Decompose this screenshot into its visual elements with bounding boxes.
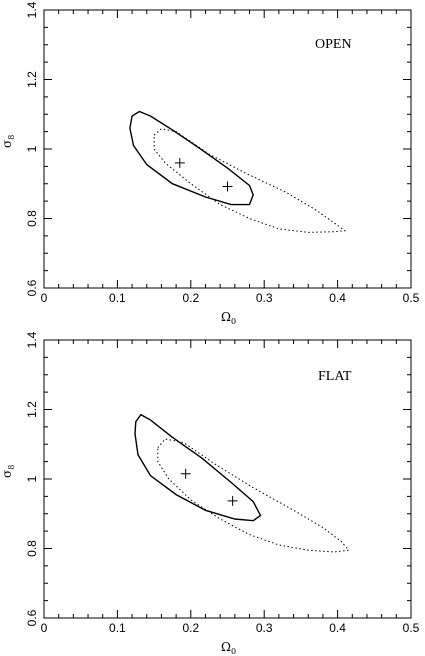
chart-panel-flat: FLAT σ8 Ω0 0 0.1 0.2 0.3 0.4 0.50.60.811.21.4 [0,331,420,656]
y-tick-label: 1.4 [25,1,39,18]
chart-panel-open: OPEN σ8 Ω0 0 0.1 0.2 0.3 0.4 0.50.60.811.21.4 [0,1,420,326]
x-tick-label: 0.4 [329,291,346,305]
best-fit-marker [174,157,185,168]
x-axis-label-symbol: Ω [221,310,231,324]
y-tick-label: 1.2 [25,401,39,418]
y-axis-label-subscript: 8 [7,465,16,470]
y-axis-label-symbol: σ [0,470,14,478]
x-tick-label: 0 [41,291,48,305]
y-axis-label: σ8 [0,465,16,478]
y-tick-label: 1 [25,475,39,482]
best-fit-marker [180,468,191,479]
y-axis-label-symbol: σ [0,140,14,148]
panel-annotation: FLAT [318,369,352,384]
x-tick-label: 0.3 [256,291,273,305]
y-axis-label-subscript: 8 [7,135,16,140]
y-tick-label: 0.8 [25,210,39,227]
plot-frame [43,9,412,289]
x-tick-label: 0.3 [256,621,273,635]
panel-annotation: OPEN [315,37,352,52]
x-axis-label: Ω0 [221,640,236,656]
contour-solid [134,413,262,522]
y-tick-label: 1 [25,145,39,152]
x-axis-label: Ω0 [221,310,236,326]
y-tick-label: 1.4 [25,331,39,348]
y-tick-label: 0.6 [25,279,39,296]
best-fit-marker [222,181,233,192]
x-tick-label: 0.5 [403,621,420,635]
x-tick-label: 0.2 [182,291,199,305]
contour-solid [129,110,254,206]
contour-dotted [157,438,350,553]
y-axis-label: σ8 [0,135,16,148]
x-tick-label: 0.1 [109,621,126,635]
contour-dotted [153,128,347,233]
x-tick-label: 0.5 [403,291,420,305]
y-tick-label: 0.6 [25,609,39,626]
x-axis-label-subscript: 0 [231,317,236,326]
x-tick-label: 0 [41,621,48,635]
y-tick-label: 1.2 [25,71,39,88]
x-axis-label-symbol: Ω [221,640,231,654]
x-tick-label: 0.1 [109,291,126,305]
x-tick-label: 0.2 [182,621,199,635]
x-axis-label-subscript: 0 [231,647,236,656]
best-fit-marker [227,495,238,506]
x-tick-label: 0.4 [329,621,346,635]
y-tick-label: 0.8 [25,540,39,557]
